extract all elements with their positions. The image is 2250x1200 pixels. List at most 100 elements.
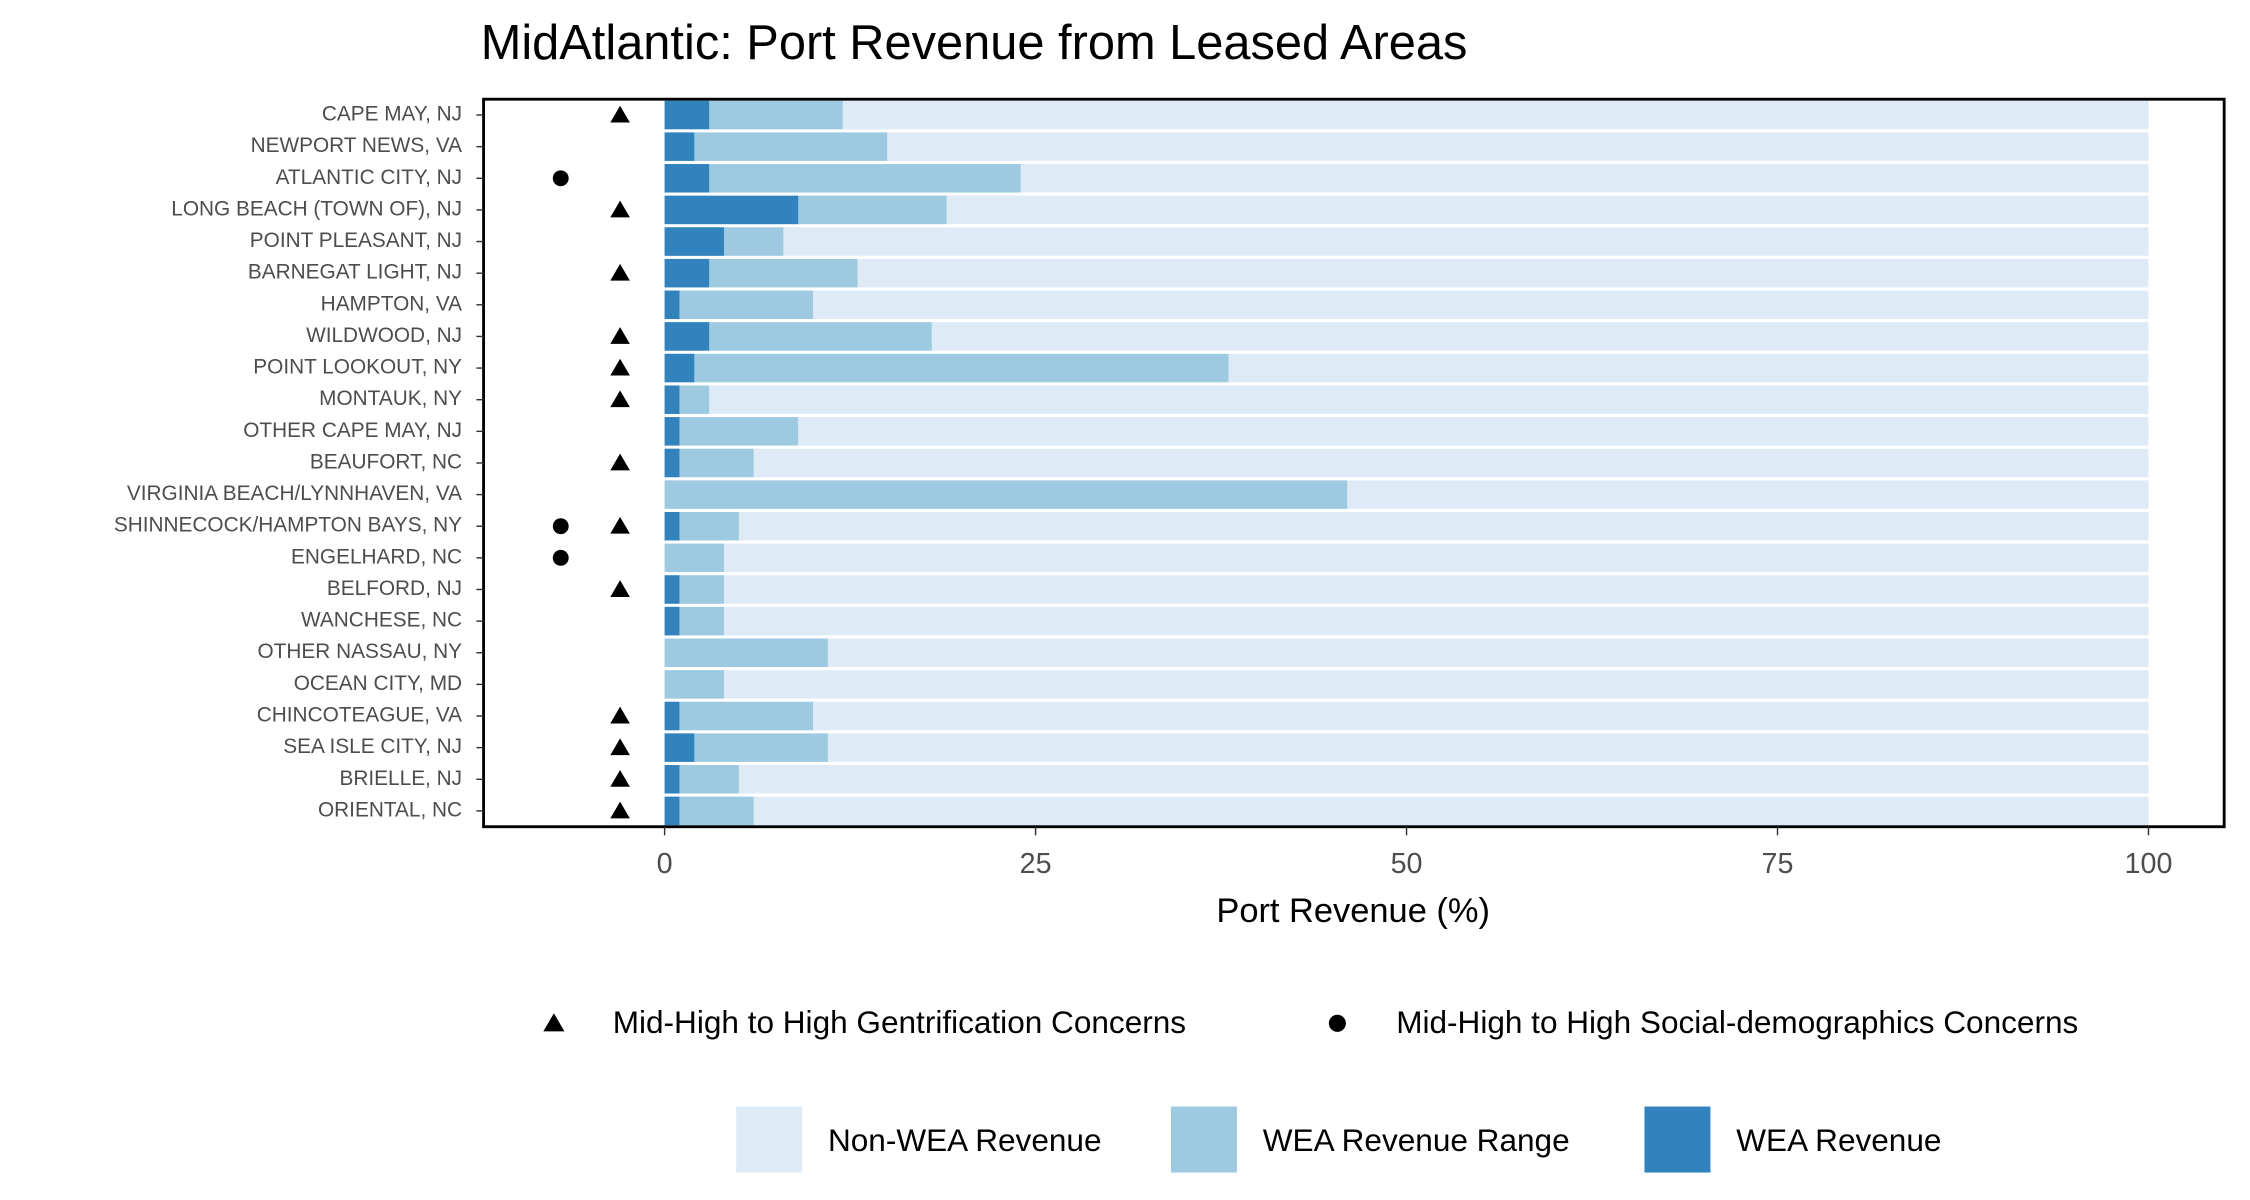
- marker-triangle: [610, 516, 630, 534]
- bar: [664, 796, 680, 826]
- bar: [664, 132, 2149, 161]
- marker-triangle: [610, 263, 630, 281]
- marker-triangle: [610, 390, 630, 408]
- bar: [664, 164, 710, 193]
- bar: [664, 322, 932, 351]
- bar: [664, 448, 680, 478]
- bar: [664, 385, 680, 414]
- y-tick-label: ORIENTAL, NC: [318, 798, 462, 821]
- chart-title: MidAtlantic: Port Revenue from Leased Ar…: [481, 16, 1468, 70]
- marker-circle: [552, 518, 569, 535]
- bar: [664, 195, 799, 225]
- x-tick-label: 25: [1020, 848, 1052, 880]
- bar: [664, 733, 695, 762]
- bar: [664, 385, 2149, 414]
- bar: [664, 543, 724, 573]
- bar: [664, 670, 724, 699]
- bar: [664, 575, 680, 604]
- bar: [664, 448, 2149, 478]
- y-tick-label: SEA ISLE CITY, NJ: [283, 735, 462, 758]
- bar: [664, 733, 2149, 762]
- x-tick-label: 75: [1762, 848, 1794, 880]
- bar: [664, 765, 680, 794]
- y-tick-label: VIRGINIA BEACH/LYNNHAVEN, VA: [127, 482, 462, 505]
- bar: [664, 701, 680, 731]
- y-tick-label: ATLANTIC CITY, NJ: [276, 166, 462, 189]
- marker-triangle: [610, 738, 630, 756]
- marker-triangle: [610, 580, 630, 597]
- bar: [664, 100, 710, 130]
- x-tick-label: 100: [2125, 848, 2173, 880]
- y-tick-label: POINT PLEASANT, NJ: [250, 229, 462, 252]
- bar: [664, 290, 2149, 320]
- legend-label: Mid-High to High Social-demographics Con…: [1396, 1004, 2078, 1040]
- bar: [664, 290, 813, 320]
- marker-triangle: [543, 1013, 565, 1032]
- y-tick-label: WANCHESE, NC: [301, 609, 462, 632]
- bar: [664, 290, 680, 320]
- bar: [664, 796, 2149, 826]
- legend-swatch: [1170, 1106, 1237, 1173]
- bar: [664, 417, 2149, 446]
- bar: [664, 417, 680, 446]
- legend-label: Mid-High to High Gentrification Concerns: [613, 1004, 1186, 1040]
- bar: [664, 164, 1021, 193]
- y-tick-label: BRIELLE, NJ: [340, 767, 463, 790]
- y-tick-label: SHINNECOCK/HAMPTON BAYS, NY: [114, 514, 462, 537]
- bar: [664, 417, 799, 446]
- y-tick-label: BEAUFORT, NC: [310, 450, 462, 473]
- y-tick-label: OTHER CAPE MAY, NJ: [243, 419, 462, 442]
- bar: [664, 670, 2149, 699]
- bar: [664, 638, 2149, 667]
- bar: [664, 322, 710, 351]
- y-tick-label: OCEAN CITY, MD: [294, 672, 462, 695]
- marker-triangle: [610, 327, 630, 344]
- bar: [664, 606, 2149, 636]
- y-tick-label: OTHER NASSAU, NY: [258, 640, 463, 663]
- marker-triangle: [610, 105, 630, 123]
- bar: [664, 132, 695, 161]
- bar: [664, 575, 2149, 604]
- bar: [664, 480, 1348, 509]
- bar: [664, 100, 2149, 130]
- bar: [664, 353, 695, 383]
- y-tick-label: BARNEGAT LIGHT, NJ: [248, 261, 462, 284]
- marker-circle: [552, 170, 569, 187]
- y-tick-label: HAMPTON, VA: [321, 292, 462, 315]
- marker-circle: [1328, 1014, 1346, 1032]
- marker-triangle: [610, 706, 630, 724]
- y-tick-label: ENGELHARD, NC: [291, 545, 462, 568]
- bar: [664, 511, 680, 541]
- legend-label: Non-WEA Revenue: [828, 1122, 1102, 1158]
- bar: [664, 258, 710, 288]
- bar: [664, 701, 2149, 731]
- marker-circle: [552, 549, 569, 566]
- bar: [664, 258, 2149, 288]
- y-tick-label: POINT LOOKOUT, NY: [253, 356, 462, 379]
- y-tick-label: MONTAUK, NY: [319, 387, 462, 410]
- marker-triangle: [610, 200, 630, 218]
- y-tick-label: BELFORD, NJ: [327, 577, 462, 600]
- marker-triangle: [610, 453, 630, 471]
- bar: [664, 353, 1229, 383]
- y-tick-label: CAPE MAY, NJ: [322, 103, 462, 126]
- bar: [664, 511, 2149, 541]
- legend-label: WEA Revenue Range: [1263, 1122, 1570, 1158]
- legend-swatch: [1644, 1106, 1711, 1173]
- marker-triangle: [610, 801, 630, 819]
- bar: [664, 765, 2149, 794]
- bar: [664, 606, 680, 636]
- bar: [664, 132, 888, 161]
- bar: [664, 227, 724, 256]
- legend-swatch: [736, 1106, 803, 1173]
- bar: [664, 543, 2149, 573]
- legend-label: WEA Revenue: [1736, 1122, 1941, 1158]
- y-tick-label: NEWPORT NEWS, VA: [251, 134, 463, 157]
- x-axis-label: Port Revenue (%): [1216, 892, 1490, 930]
- bar: [664, 227, 2149, 256]
- marker-triangle: [610, 358, 630, 376]
- x-tick-label: 0: [657, 848, 673, 880]
- bar: [664, 638, 828, 667]
- bar: [664, 701, 813, 731]
